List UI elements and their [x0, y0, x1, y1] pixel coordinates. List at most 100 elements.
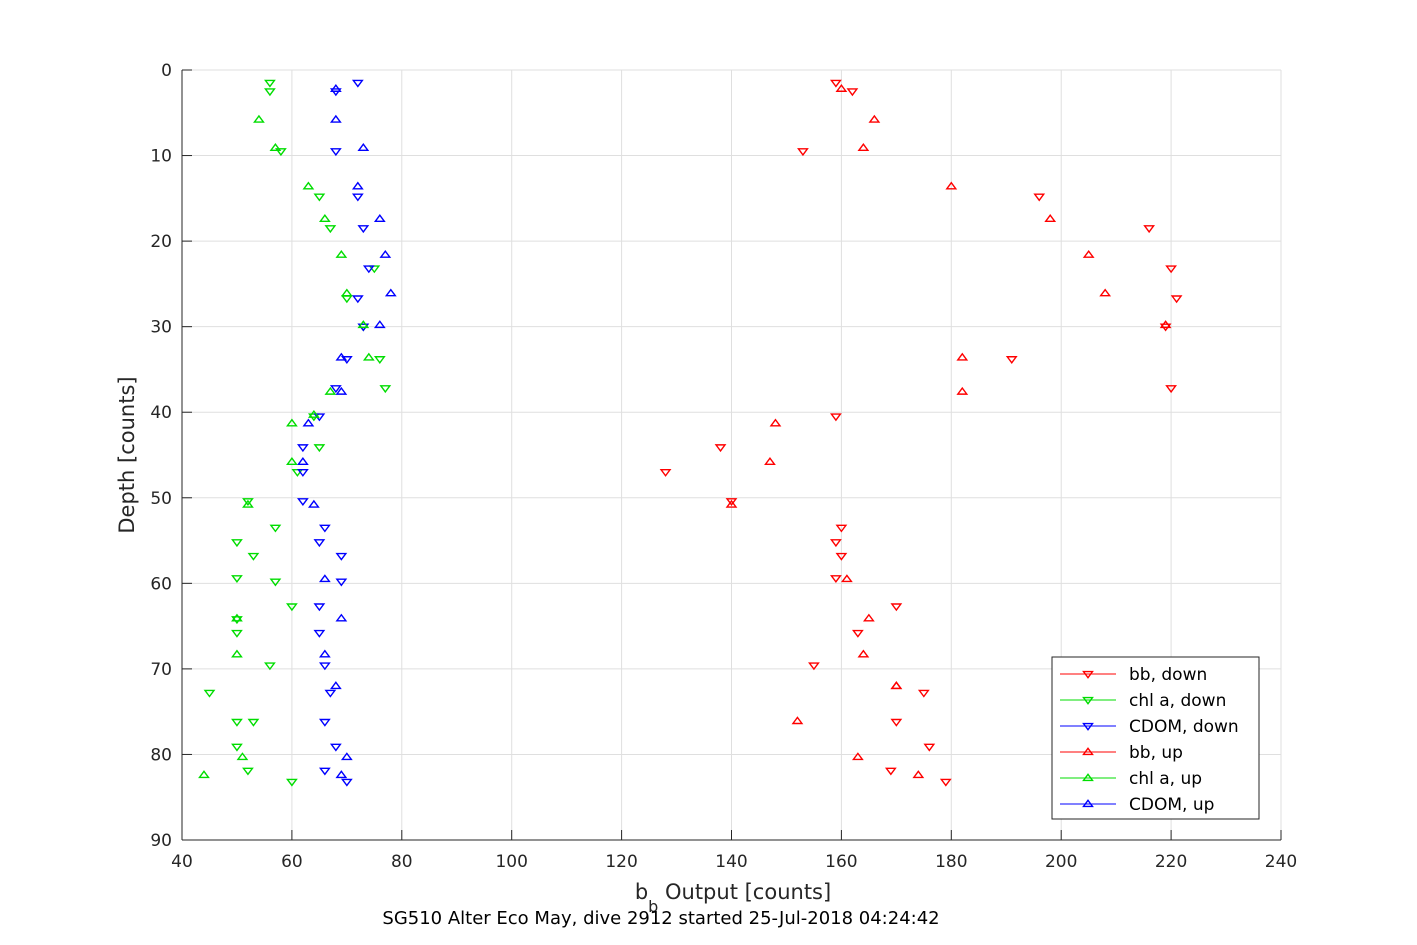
data-point: [335, 386, 348, 395]
data-point: [318, 718, 331, 727]
data-point: [1143, 225, 1156, 234]
data-point: [917, 689, 930, 698]
legend-item: bb, down: [1060, 665, 1207, 685]
x-tick-label: 80: [391, 852, 413, 872]
data-point: [242, 498, 254, 507]
data-point: [340, 752, 353, 761]
data-point: [890, 603, 903, 612]
data-point: [318, 524, 331, 533]
series-3: [725, 84, 1172, 779]
data-point: [231, 613, 243, 622]
data-point: [890, 681, 903, 690]
data-point: [841, 574, 853, 583]
data-point: [362, 352, 375, 361]
data-point: [1099, 288, 1112, 297]
data-point: [307, 409, 320, 418]
x-tick-label: 60: [281, 852, 303, 872]
x-tick-label: 180: [935, 852, 967, 872]
data-point: [329, 84, 342, 92]
data-point: [264, 79, 276, 88]
data-point: [857, 143, 870, 151]
data-point: [264, 662, 276, 671]
data-point: [297, 444, 309, 453]
data-point: [357, 143, 370, 151]
data-point: [764, 457, 776, 465]
x-tick-label: 240: [1265, 852, 1297, 872]
data-point: [307, 499, 320, 508]
legend-label: chl a, up: [1129, 769, 1202, 789]
y-tick-label: 80: [150, 745, 172, 765]
data-point: [253, 114, 265, 123]
legend-label: bb, down: [1129, 665, 1207, 685]
data-point: [1082, 249, 1095, 258]
data-point: [862, 613, 875, 622]
data-point: [247, 552, 260, 561]
data-point: [884, 767, 897, 776]
x-tick-labels: 40 60 80 100 120 140 160 180 200 220 240: [171, 852, 1297, 872]
data-point: [335, 552, 348, 561]
data-point: [351, 193, 364, 202]
data-point: [269, 143, 282, 151]
data-point: [340, 288, 353, 297]
data-point: [313, 539, 326, 548]
data-point: [329, 681, 342, 690]
x-tick-label: 100: [495, 852, 527, 872]
data-point: [945, 181, 958, 190]
legend: bb, down chl a, down CDOM, down bb, up chl a…: [1051, 656, 1260, 820]
y-tick-label: 40: [150, 403, 172, 423]
data-point: [329, 385, 342, 394]
data-point: [808, 662, 820, 671]
y-tick-label: 70: [150, 660, 172, 680]
data-point: [242, 767, 254, 776]
axes: [181, 69, 1282, 841]
data-point: [231, 616, 243, 625]
data-point: [362, 265, 375, 274]
legend-marker: [1082, 773, 1094, 782]
data-point: [373, 214, 386, 222]
data-point: [335, 249, 348, 258]
data-point: [318, 649, 331, 658]
data-point: [203, 689, 216, 698]
y-tick-label: 20: [150, 232, 172, 252]
legend-item: CDOM, down: [1060, 717, 1239, 737]
legend-marker: [1082, 670, 1094, 679]
data-point: [835, 84, 848, 92]
data-point: [297, 457, 309, 465]
data-point: [1165, 385, 1177, 394]
data-point: [379, 249, 392, 258]
x-tick-label: 120: [605, 852, 637, 872]
data-point: [373, 320, 386, 329]
data-markers: [198, 79, 1183, 787]
data-point: [324, 689, 337, 698]
data-point: [351, 295, 364, 304]
data-point: [247, 718, 260, 727]
data-point: [302, 418, 315, 427]
data-point: [939, 778, 952, 787]
data-point: [231, 649, 243, 658]
data-point: [1044, 214, 1057, 222]
data-point: [857, 649, 870, 658]
y-tick-label: 0: [161, 61, 172, 81]
data-point: [335, 613, 348, 622]
data-point: [830, 539, 842, 548]
data-point: [231, 718, 243, 727]
data-point: [236, 752, 249, 761]
data-point: [313, 444, 326, 453]
data-point: [302, 181, 315, 190]
data-point: [1159, 320, 1172, 329]
data-point: [231, 629, 243, 638]
data-point: [368, 265, 381, 274]
y-tick-label: 30: [150, 318, 172, 338]
y-tick-label: 50: [150, 489, 172, 509]
legend-box: [1051, 656, 1260, 820]
data-point: [373, 356, 386, 364]
data-point: [335, 770, 348, 779]
x-axis-label-main: b: [635, 880, 648, 904]
x-axis-label: bb Output [counts]: [635, 880, 831, 916]
data-point: [357, 320, 370, 329]
data-point: [335, 578, 348, 587]
data-point: [242, 499, 254, 508]
x-tick-label: 140: [715, 852, 747, 872]
data-point: [269, 578, 282, 587]
